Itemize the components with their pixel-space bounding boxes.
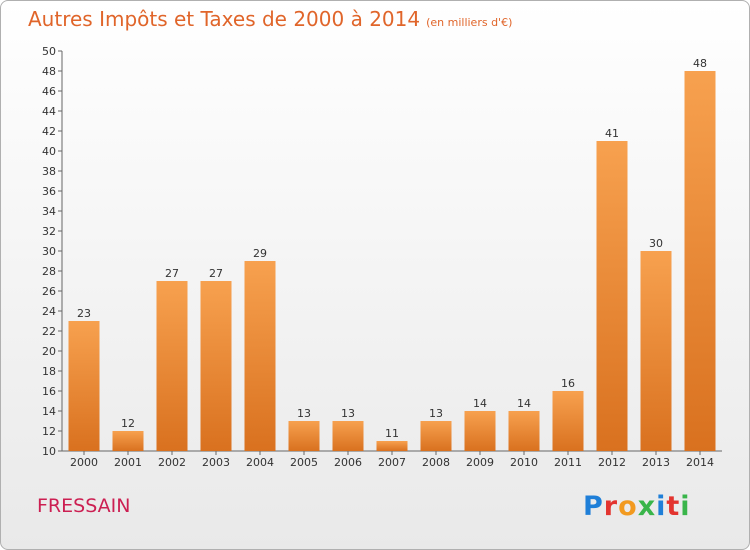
y-tick-label: 18 (42, 365, 56, 378)
y-tick-label: 16 (42, 385, 56, 398)
bar (508, 411, 540, 451)
logo-letter: i (680, 491, 691, 522)
y-tick-label: 36 (42, 185, 56, 198)
bar-value-label: 27 (209, 267, 223, 280)
y-tick-label: 44 (42, 105, 56, 118)
logo-letter: x (637, 491, 657, 522)
bar (596, 141, 628, 451)
y-tick-label: 12 (42, 425, 56, 438)
bar (68, 321, 100, 451)
bar (684, 71, 716, 451)
y-tick-label: 22 (42, 325, 56, 338)
logo-letter: r (603, 491, 619, 522)
bar-value-label: 13 (297, 407, 311, 420)
bar-value-label: 41 (605, 127, 619, 140)
x-tick-label: 2002 (158, 456, 186, 469)
bar-value-label: 11 (385, 427, 399, 440)
y-tick-label: 30 (42, 245, 56, 258)
y-tick-label: 14 (42, 405, 56, 418)
logo-letter: i (656, 491, 667, 522)
x-tick-label: 2001 (114, 456, 142, 469)
bar-value-label: 48 (693, 57, 707, 70)
bar (376, 441, 408, 451)
y-tick-label: 42 (42, 125, 56, 138)
y-tick-label: 40 (42, 145, 56, 158)
bar (464, 411, 496, 451)
bar (244, 261, 276, 451)
x-tick-label: 2006 (334, 456, 362, 469)
bar-value-label: 13 (429, 407, 443, 420)
chart-title-text: Autres Impôts et Taxes de 2000 à 2014 (28, 7, 421, 31)
x-tick-label: 2004 (246, 456, 274, 469)
y-tick-label: 46 (42, 85, 56, 98)
logo-letter: o (618, 491, 638, 522)
bar-value-label: 14 (517, 397, 531, 410)
y-tick-label: 20 (42, 345, 56, 358)
y-tick-label: 34 (42, 205, 56, 218)
x-tick-label: 2011 (554, 456, 582, 469)
x-tick-label: 2013 (642, 456, 670, 469)
bar-value-label: 14 (473, 397, 487, 410)
y-tick-label: 26 (42, 285, 56, 298)
y-tick-label: 28 (42, 265, 56, 278)
bar (420, 421, 452, 451)
bar-value-label: 23 (77, 307, 91, 320)
bar-value-label: 16 (561, 377, 575, 390)
bar-value-label: 13 (341, 407, 355, 420)
y-tick-label: 10 (42, 445, 56, 458)
bar (552, 391, 584, 451)
bar-value-label: 29 (253, 247, 267, 260)
x-tick-label: 2007 (378, 456, 406, 469)
x-tick-label: 2012 (598, 456, 626, 469)
x-tick-label: 2005 (290, 456, 318, 469)
logo-letter: t (666, 491, 681, 522)
bar (200, 281, 232, 451)
logo-letter: P (583, 491, 604, 522)
bar (156, 281, 188, 451)
x-tick-label: 2008 (422, 456, 450, 469)
y-tick-label: 38 (42, 165, 56, 178)
y-tick-label: 48 (42, 65, 56, 78)
bar (112, 431, 144, 451)
chart-subtitle: (en milliers d'€) (426, 16, 513, 29)
x-tick-label: 2009 (466, 456, 494, 469)
x-tick-label: 2014 (686, 456, 714, 469)
bar-value-label: 27 (165, 267, 179, 280)
bar (332, 421, 364, 451)
x-tick-label: 2000 (70, 456, 98, 469)
x-tick-label: 2003 (202, 456, 230, 469)
y-tick-label: 32 (42, 225, 56, 238)
y-tick-label: 50 (42, 45, 56, 58)
bar-value-label: 30 (649, 237, 663, 250)
y-tick-label: 24 (42, 305, 56, 318)
chart-title: Autres Impôts et Taxes de 2000 à 2014 (en… (28, 7, 512, 31)
commune-name: FRESSAIN (37, 495, 131, 517)
proxiti-logo: Proxiti (583, 491, 691, 522)
x-tick-label: 2010 (510, 456, 538, 469)
bar (288, 421, 320, 451)
bar-value-label: 12 (121, 417, 135, 430)
bar (640, 251, 672, 451)
